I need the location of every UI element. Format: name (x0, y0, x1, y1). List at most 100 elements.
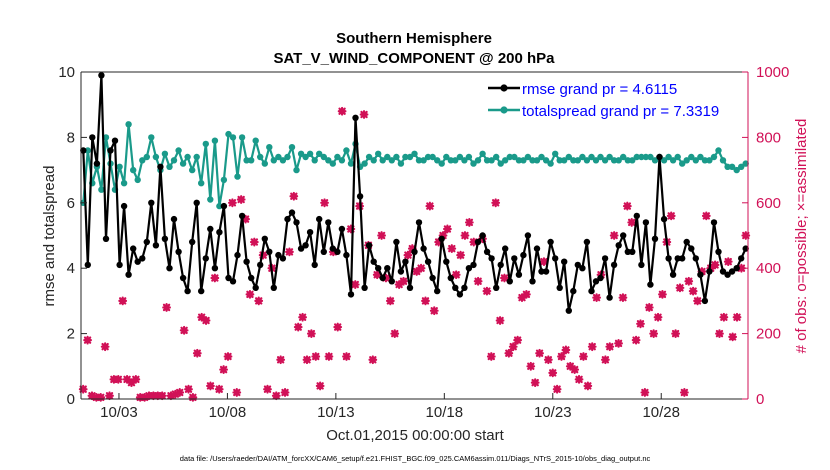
rmse-point (660, 215, 668, 223)
rmse-point (134, 258, 141, 265)
obs-point (587, 342, 597, 352)
obs-point (460, 231, 470, 240)
obs-point (583, 381, 593, 391)
legend-spread-label: totalspread grand pr = 7.3319 (522, 103, 719, 120)
rmse-point (483, 248, 491, 255)
obs-point (728, 332, 738, 342)
spread-point (130, 166, 137, 174)
rmse-point (397, 268, 405, 275)
rmse-point (166, 265, 173, 272)
rmse-point (411, 248, 418, 255)
obs-point (622, 201, 632, 211)
y2-tick-label: 800 (756, 129, 781, 146)
spread-point (610, 157, 618, 164)
spread-point (570, 157, 577, 164)
legend-box (481, 77, 744, 121)
obs-point (289, 191, 299, 201)
obs-point (342, 352, 351, 361)
spread-point (189, 166, 196, 174)
rmse-point (379, 274, 386, 282)
rmse-point (102, 235, 110, 242)
obs-point (500, 273, 509, 283)
obs-point (513, 335, 523, 345)
spread-point (434, 157, 441, 164)
spread-point (306, 150, 314, 157)
rmse-point (175, 248, 182, 255)
rmse-point (365, 242, 373, 249)
obs-point (561, 345, 571, 355)
obs-point (87, 391, 97, 401)
spread-point (284, 153, 291, 161)
rmse-point (620, 232, 627, 239)
obs-point (263, 384, 272, 394)
spread-point (257, 153, 264, 161)
spread-point (415, 157, 423, 164)
rmse-point (107, 147, 114, 154)
obs-point (311, 352, 321, 361)
rmse-point (220, 202, 228, 210)
spread-point (220, 176, 228, 184)
obs-point (658, 289, 667, 299)
rmse-point (343, 251, 350, 259)
rmse-point (665, 255, 672, 262)
rmse-point (493, 284, 500, 291)
rmse-point (710, 219, 718, 226)
spread-point (252, 137, 259, 144)
spread-point (474, 157, 482, 164)
obs-point (495, 316, 505, 325)
spread-point (479, 150, 486, 157)
spread-point (411, 150, 418, 157)
spread-point (710, 153, 718, 161)
obs-point (381, 273, 391, 283)
spread-point (592, 157, 600, 164)
spread-point (288, 144, 296, 151)
spread-point (311, 157, 318, 164)
obs-point (241, 214, 250, 224)
obs-point (688, 286, 698, 296)
rmse-point (248, 274, 255, 282)
spread-point (483, 157, 491, 164)
rmse-point (157, 163, 164, 170)
spread-point (370, 157, 377, 164)
rmse-point (742, 245, 749, 252)
spread-point (633, 153, 640, 161)
y-axis-label: rmse and totalspread (41, 166, 58, 307)
obs-point (254, 296, 264, 306)
spread-point (556, 157, 563, 164)
obs-point (258, 250, 268, 260)
y2-ticks: 0 200 400 600 800 1000 (742, 64, 789, 408)
spread-point (719, 157, 727, 164)
spread-point (125, 121, 132, 128)
spread-point (179, 160, 187, 167)
rmse-point (520, 251, 527, 259)
rmse-point (592, 278, 600, 285)
rmse-point (529, 278, 536, 285)
rmse-point (184, 287, 191, 295)
rmse-point (656, 153, 663, 161)
obs-point (394, 280, 404, 289)
obs-point (227, 198, 237, 208)
obs-point (280, 388, 290, 397)
spread-point (660, 157, 668, 164)
spread-point (329, 160, 336, 167)
rmse-point (329, 245, 336, 252)
rmse-point (257, 261, 264, 269)
obs-point (219, 365, 229, 374)
spread-point (511, 153, 518, 161)
spread-point (175, 147, 182, 154)
obs-point (486, 352, 496, 361)
rmse-point (275, 251, 282, 259)
rmse-point (270, 284, 277, 291)
obs-point (693, 296, 702, 306)
obs-point (557, 352, 566, 361)
spread-point (343, 147, 350, 154)
obs-point (188, 392, 198, 402)
rmse-point (506, 278, 513, 285)
obs-point (166, 391, 176, 401)
rmse-point (610, 261, 618, 269)
chart-subtitle: SAT_V_WIND_COMPONENT @ 200 hPa (273, 50, 555, 67)
rmse-point (624, 248, 631, 255)
spread-point (529, 157, 536, 164)
x-tick-label: 10/08 (209, 404, 247, 421)
rmse-point (139, 255, 146, 262)
